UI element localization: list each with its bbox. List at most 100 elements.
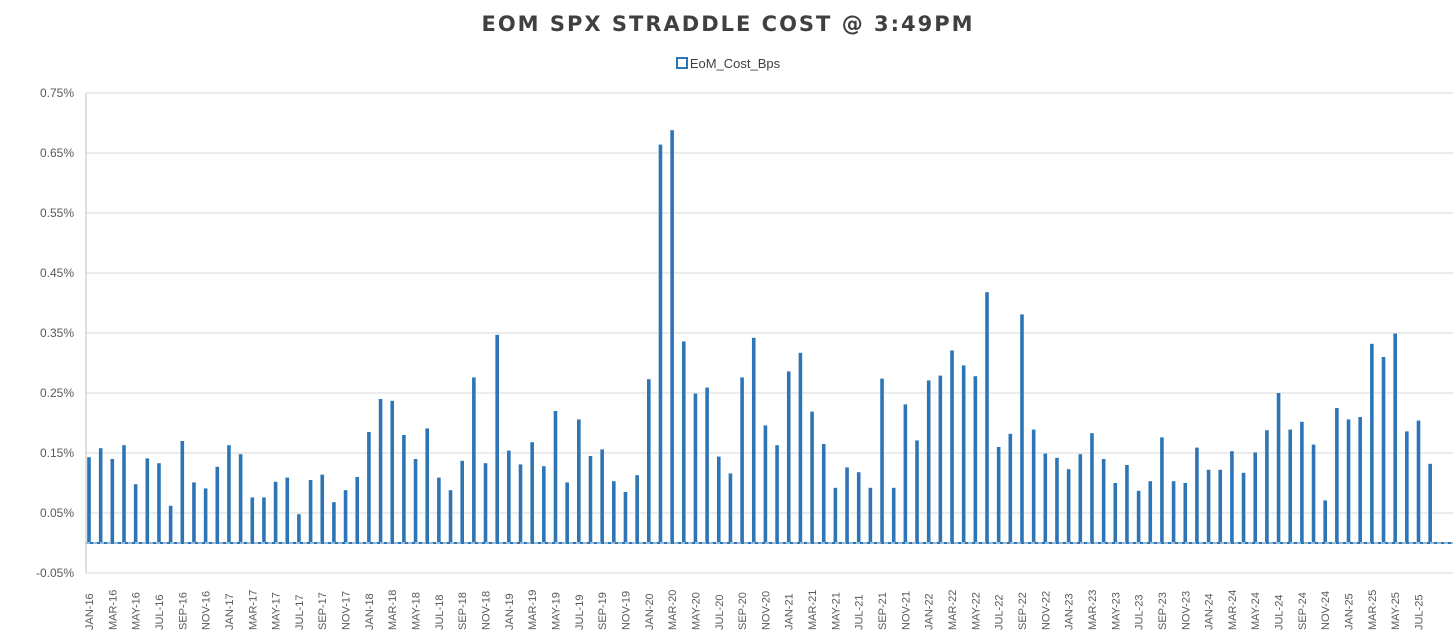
bar-nov-23 — [1183, 483, 1188, 543]
bar-feb-25 — [1358, 417, 1362, 543]
x-tick-label: MAR-17 — [247, 590, 259, 630]
x-tick-label: NOV-22 — [1040, 591, 1052, 630]
bar-jan-22 — [926, 380, 931, 543]
bar-may-18 — [413, 459, 418, 543]
bar-apr-17 — [262, 497, 266, 543]
x-tick-label: SEP-21 — [877, 592, 889, 630]
x-tick-label: JUL-25 — [1414, 595, 1426, 630]
bar-nov-20 — [763, 425, 768, 543]
bar-dec-23 — [1195, 447, 1199, 543]
bar-sep-22 — [1020, 314, 1024, 543]
x-tick-label: JAN-25 — [1344, 593, 1356, 630]
bar-jul-18 — [437, 477, 441, 543]
x-tick-label: SEP-18 — [457, 592, 469, 630]
bar-mar-17 — [250, 497, 255, 543]
x-tick-label: MAR-21 — [807, 590, 819, 630]
bar-mar-22 — [950, 350, 954, 543]
bar-apr-24 — [1241, 472, 1246, 543]
bar-mar-20 — [670, 130, 674, 543]
x-tick-label: JUL-16 — [154, 595, 166, 630]
bar-jun-23 — [1125, 465, 1129, 543]
bar-mar-18 — [390, 400, 395, 543]
x-tick-label: NOV-16 — [201, 591, 213, 630]
x-tick-label: NOV-24 — [1320, 591, 1332, 630]
x-tick-label: JAN-21 — [784, 593, 796, 630]
bar-nov-17 — [343, 490, 348, 543]
x-tick-label: JAN-17 — [224, 593, 236, 630]
x-tick-label: MAY-19 — [550, 592, 562, 630]
x-tick-label: MAY-24 — [1250, 592, 1262, 630]
bar-apr-21 — [821, 444, 826, 543]
bar-may-20 — [693, 393, 698, 543]
bar-feb-21 — [798, 352, 803, 543]
bar-dec-16 — [215, 466, 220, 543]
bar-jan-17 — [227, 445, 231, 543]
bar-mar-21 — [810, 411, 814, 543]
x-tick-label: MAY-18 — [411, 592, 423, 630]
bar-jul-17 — [297, 514, 301, 543]
bar-jun-19 — [565, 482, 569, 543]
y-tick-label: 0.75% — [40, 86, 74, 100]
bar-apr-16 — [122, 445, 126, 543]
bar-aug-22 — [1008, 433, 1013, 543]
bar-apr-19 — [542, 466, 546, 543]
bar-jan-21 — [786, 371, 791, 543]
bar-sep-21 — [880, 378, 884, 543]
bar-dec-20 — [775, 445, 779, 543]
bar-jun-16 — [145, 458, 150, 543]
bar-may-24 — [1253, 452, 1258, 543]
x-tick-label: JUL-17 — [294, 595, 306, 630]
x-tick-label: JAN-18 — [364, 593, 376, 630]
x-tick-label: MAR-24 — [1227, 590, 1239, 630]
bar-feb-17 — [238, 454, 243, 543]
bar-nov-19 — [623, 492, 628, 543]
bar-aug-17 — [308, 480, 313, 543]
x-tick-label: JAN-19 — [504, 593, 516, 630]
y-tick-label: 0.35% — [40, 326, 74, 340]
y-tick-label: 0.05% — [40, 506, 74, 520]
bar-jan-16 — [87, 457, 91, 543]
bar-jan-18 — [367, 432, 371, 543]
bar-oct-19 — [612, 481, 616, 543]
x-tick-label: JUL-19 — [574, 595, 586, 630]
x-tick-label: NOV-19 — [620, 591, 632, 630]
legend-label: EoM_Cost_Bps — [689, 56, 781, 71]
bar-may-23 — [1113, 483, 1118, 543]
bar-may-16 — [133, 484, 138, 543]
bar-may-19 — [553, 411, 558, 543]
x-tick-label: MAY-23 — [1110, 592, 1122, 630]
bar-may-17 — [273, 481, 278, 543]
bar-apr-20 — [681, 341, 686, 543]
y-tick-labels: -0.05% 0.05% 0.15% 0.25% 0.35% 0.45% 0.55% 0.65… — [36, 86, 74, 580]
x-tick-label: MAY-22 — [970, 592, 982, 630]
bar-oct-22 — [1031, 429, 1036, 543]
bar-oct-20 — [751, 337, 756, 543]
x-tick-label: SEP-24 — [1297, 592, 1309, 630]
x-tick-label: SEP-23 — [1157, 592, 1169, 630]
x-tick-label: MAR-20 — [667, 590, 679, 630]
x-tick-label: NOV-18 — [481, 591, 493, 630]
bar-sep-23 — [1160, 437, 1164, 543]
x-tick-label: JAN-20 — [644, 593, 656, 630]
y-tick-label: 0.55% — [40, 206, 74, 220]
bar-feb-20 — [658, 144, 663, 543]
bar-nov-22 — [1043, 453, 1048, 543]
bar-aug-24 — [1288, 429, 1293, 543]
bar-dec-18 — [495, 334, 499, 543]
x-tick-label: SEP-16 — [177, 592, 189, 630]
bar-dec-21 — [915, 440, 919, 543]
bar-apr-23 — [1101, 459, 1106, 543]
bar-dec-24 — [1335, 408, 1339, 543]
x-tick-label: MAR-25 — [1367, 590, 1379, 630]
bar-mar-19 — [530, 442, 534, 543]
bar-oct-21 — [891, 487, 896, 543]
x-tick-label: JUL-21 — [854, 595, 866, 630]
y-tick-label: -0.05% — [36, 566, 74, 580]
bar-oct-23 — [1171, 481, 1176, 543]
bar-jul-22 — [996, 447, 1001, 543]
bar-jan-19 — [507, 450, 511, 543]
x-tick-label: MAY-25 — [1390, 592, 1402, 630]
bar-apr-22 — [961, 365, 966, 543]
bar-sep-17 — [320, 474, 325, 543]
bar-jun-20 — [705, 387, 709, 543]
